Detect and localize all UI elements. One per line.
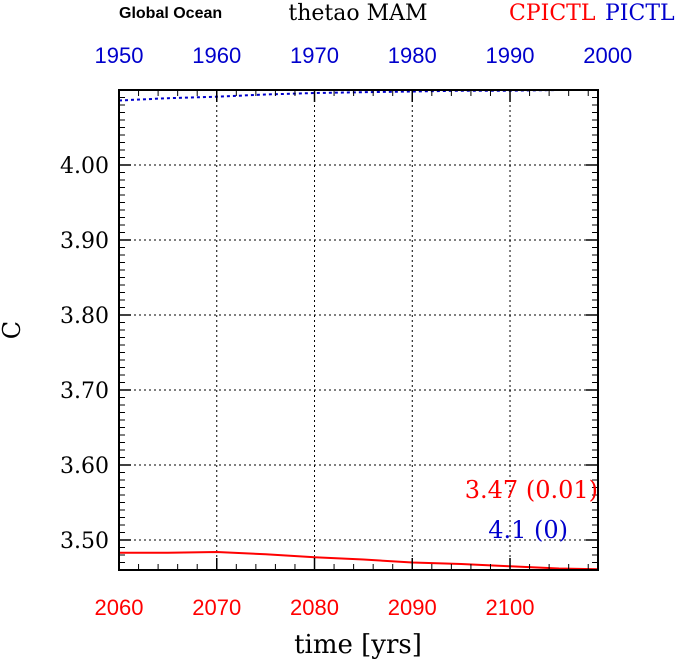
x-top-tick-label: 1990	[486, 43, 535, 68]
series-layer	[118, 89, 599, 571]
y-tick-label: 3.60	[60, 454, 109, 479]
y-tick-label: 3.80	[60, 304, 109, 329]
legend-label-pictl: PICTL	[605, 1, 675, 26]
x-top-tick-label: 2000	[583, 43, 632, 68]
tick-layer	[118, 90, 598, 570]
x-top-tick-label: 1970	[290, 43, 339, 68]
annotation-pictl-stat: 4.1 (0)	[488, 516, 568, 544]
label-layer: 3.50 3.60 3.70 3.80 3.90 4.00 2060 2070 2080 2090…	[60, 43, 632, 620]
x-bottom-tick-label: 2100	[486, 595, 535, 620]
y-tick-label: 3.50	[60, 529, 109, 554]
annotation-cpictl-stat: 3.47 (0.01)	[465, 476, 598, 504]
x-bottom-tick-label: 2060	[95, 595, 144, 620]
x-top-tick-label: 1960	[192, 43, 241, 68]
x-bottom-tick-label: 2090	[388, 595, 437, 620]
y-axis-label: C	[0, 321, 26, 339]
series-line-cpictl	[119, 550, 599, 571]
region-label: Global Ocean	[119, 5, 222, 22]
chart-title: thetao MAM	[288, 1, 427, 26]
x-bottom-tick-label: 2080	[290, 595, 339, 620]
legend-label-cpictl: CPICTL	[509, 1, 596, 26]
x-bottom-tick-label: 2070	[192, 595, 241, 620]
x-axis-label: time [yrs]	[294, 630, 422, 660]
y-tick-label: 3.70	[60, 379, 109, 404]
y-tick-label: 3.90	[60, 229, 109, 254]
series-line-pictl	[118, 89, 598, 102]
y-tick-label: 4.00	[60, 154, 109, 179]
x-top-tick-label: 1950	[95, 43, 144, 68]
x-top-tick-label: 1980	[388, 43, 437, 68]
